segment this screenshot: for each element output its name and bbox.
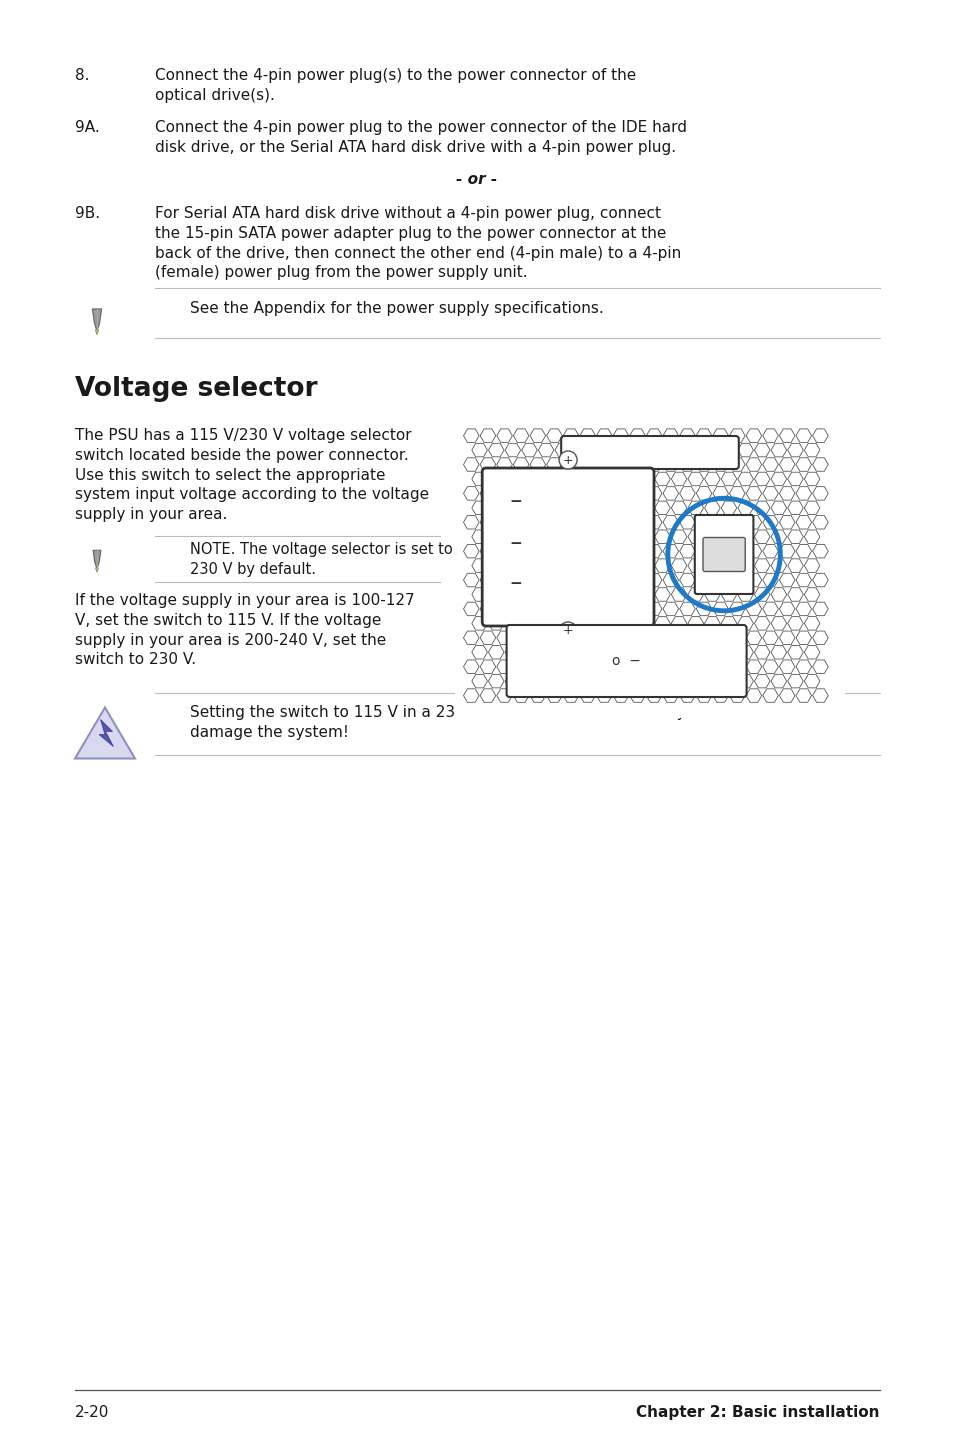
- Polygon shape: [99, 719, 113, 746]
- Polygon shape: [93, 551, 101, 569]
- Text: Setting the switch to 115 V in a 230 V environment will seriously
damage the sys: Setting the switch to 115 V in a 230 V e…: [190, 705, 685, 739]
- Polygon shape: [92, 309, 102, 331]
- Text: 2-20: 2-20: [75, 1405, 110, 1419]
- Text: 9B.: 9B.: [75, 206, 100, 221]
- Polygon shape: [95, 568, 98, 572]
- Text: The PSU has a 115 V/230 V voltage selector
switch located beside the power conne: The PSU has a 115 V/230 V voltage select…: [75, 429, 429, 522]
- Text: Chapter 2: Basic installation: Chapter 2: Basic installation: [636, 1405, 879, 1419]
- Text: Voltage selector: Voltage selector: [75, 375, 317, 403]
- Text: NOTE. The voltage selector is set to
230 V by default.: NOTE. The voltage selector is set to 230…: [190, 542, 453, 577]
- Text: - or -: - or -: [456, 173, 497, 187]
- Text: 9A.: 9A.: [75, 119, 100, 135]
- Text: For Serial ATA hard disk drive without a 4-pin power plug, connect
the 15-pin SA: For Serial ATA hard disk drive without a…: [154, 206, 680, 280]
- Polygon shape: [95, 329, 99, 335]
- Text: If the voltage supply in your area is 100-127
V, set the switch to 115 V. If the: If the voltage supply in your area is 10…: [75, 592, 415, 667]
- Text: Connect the 4-pin power plug to the power connector of the IDE hard
disk drive, : Connect the 4-pin power plug to the powe…: [154, 119, 686, 155]
- Text: Connect the 4-pin power plug(s) to the power connector of the
optical drive(s).: Connect the 4-pin power plug(s) to the p…: [154, 68, 636, 102]
- Polygon shape: [75, 707, 135, 758]
- Text: 8.: 8.: [75, 68, 90, 83]
- Text: See the Appendix for the power supply specifications.: See the Appendix for the power supply sp…: [190, 301, 603, 316]
